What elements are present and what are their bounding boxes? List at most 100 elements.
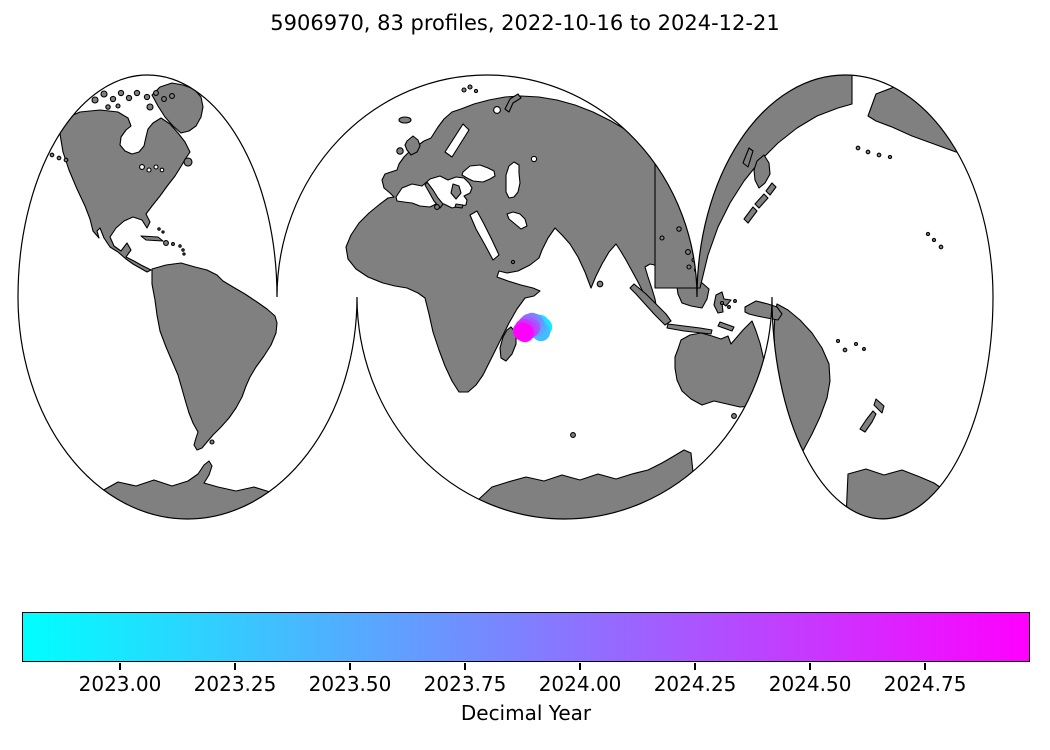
profile-marker: [513, 322, 533, 342]
land-islet: [842, 347, 848, 353]
land-greenland: [151, 82, 204, 134]
land-islet: [865, 149, 871, 155]
land-sakhalin: [742, 147, 754, 168]
land-islet: [115, 103, 121, 109]
land-islet: [171, 242, 175, 246]
land-timor: [717, 321, 735, 332]
land-islet: [182, 252, 186, 256]
land-islet: [117, 89, 125, 97]
world-map: [17, 74, 994, 520]
lake-great-lakes: [146, 167, 152, 173]
land-islet: [853, 341, 859, 347]
sea-black-sea: [461, 164, 496, 183]
land-islet: [685, 249, 691, 255]
land-islet: [109, 95, 117, 103]
land-islet: [659, 235, 665, 241]
land-islet: [161, 96, 167, 102]
land-antarctica-lobe3: [844, 468, 945, 519]
land-islet: [731, 413, 737, 419]
colorbar-tick-label: 2023.00: [78, 672, 162, 696]
land-uk: [404, 135, 421, 156]
colorbar-tick: [118, 663, 121, 670]
profile-markers: [512, 312, 553, 343]
colorbar-tick-label: 2023.25: [193, 672, 277, 696]
land-islet: [157, 227, 161, 231]
land-islet: [855, 145, 861, 151]
land-islet: [163, 240, 169, 246]
land-islet: [178, 244, 182, 248]
land-new-zealand-south: [859, 410, 877, 433]
colorbar-axis: 2023.00 2023.25 2023.50 2023.75 2024.00 2024.…: [22, 662, 1030, 722]
land-islet: [727, 305, 731, 309]
colorbar-gradient: [22, 612, 1030, 662]
land-italy: [424, 181, 444, 209]
sea-persian-gulf: [506, 211, 528, 230]
land-islet: [676, 226, 682, 232]
colorbar-tick: [694, 663, 697, 670]
land-islet: [143, 93, 151, 101]
colorbar-tick: [464, 663, 467, 670]
sea-red-sea: [469, 210, 500, 261]
land-islet: [396, 147, 404, 155]
sea-white-sea: [493, 106, 501, 114]
land-japan-1: [743, 206, 758, 224]
land-islet: [473, 88, 479, 94]
colorbar-tick-label: 2024.00: [538, 672, 622, 696]
figure-title: 5906970, 83 profiles, 2022-10-16 to 2024…: [270, 11, 780, 35]
sea-caspian-sea: [505, 161, 521, 199]
colorbar-tick-label: 2024.50: [768, 672, 852, 696]
land-islet: [461, 87, 467, 93]
land-islet: [733, 299, 737, 303]
colorbar-tick: [809, 663, 812, 670]
land-kamchatka: [753, 154, 771, 189]
land-north-america: [59, 109, 191, 273]
land-japan-2: [754, 193, 769, 209]
land-islet: [100, 90, 108, 98]
colorbar-tick: [579, 663, 582, 670]
colorbar-tick: [234, 663, 236, 670]
land-sumatra: [629, 283, 672, 326]
land-islet: [510, 259, 516, 265]
land-islet: [862, 347, 866, 351]
land-japan-3: [765, 182, 777, 196]
land-iceland: [398, 116, 412, 124]
land-south-america: [151, 262, 278, 451]
lake-great-lakes: [153, 164, 159, 170]
land-islet: [887, 154, 893, 160]
land-islet: [719, 300, 725, 306]
land-novaya-zemlya: [504, 93, 522, 113]
land-islet: [56, 155, 62, 161]
land-islet: [133, 89, 141, 97]
colorbar-label: Decimal Year: [460, 701, 592, 725]
land-crete: [454, 203, 464, 209]
land-islet: [153, 90, 159, 96]
land-islet: [49, 152, 55, 158]
land-cuba: [140, 235, 164, 242]
land-islet: [931, 237, 937, 243]
colorbar-tick-label: 2024.25: [653, 672, 737, 696]
land-islet: [570, 432, 576, 438]
colorbar-tick: [924, 663, 927, 670]
lake-great-lakes: [159, 167, 165, 173]
land-islet: [146, 103, 154, 111]
land-australia: [674, 320, 767, 408]
land-africa-eurasia: [345, 95, 691, 393]
land-islet: [925, 231, 931, 237]
land-madagascar: [499, 326, 517, 362]
colorbar-tick-label: 2023.50: [308, 672, 392, 696]
land-greece: [450, 183, 462, 200]
land-islet: [876, 152, 882, 158]
sea-aral: [530, 155, 538, 163]
land-islet: [938, 244, 944, 250]
land-islet: [125, 94, 133, 102]
land-islet: [63, 157, 69, 163]
land-islet: [161, 230, 165, 234]
colorbar-tick-label: 2024.75: [883, 672, 967, 696]
land-islet: [835, 338, 841, 344]
land-islet: [91, 96, 99, 104]
land-islet: [105, 104, 111, 110]
land-new-zealand-north: [873, 398, 885, 414]
sea-baltic-sea: [444, 123, 470, 158]
land-islet: [209, 439, 215, 445]
